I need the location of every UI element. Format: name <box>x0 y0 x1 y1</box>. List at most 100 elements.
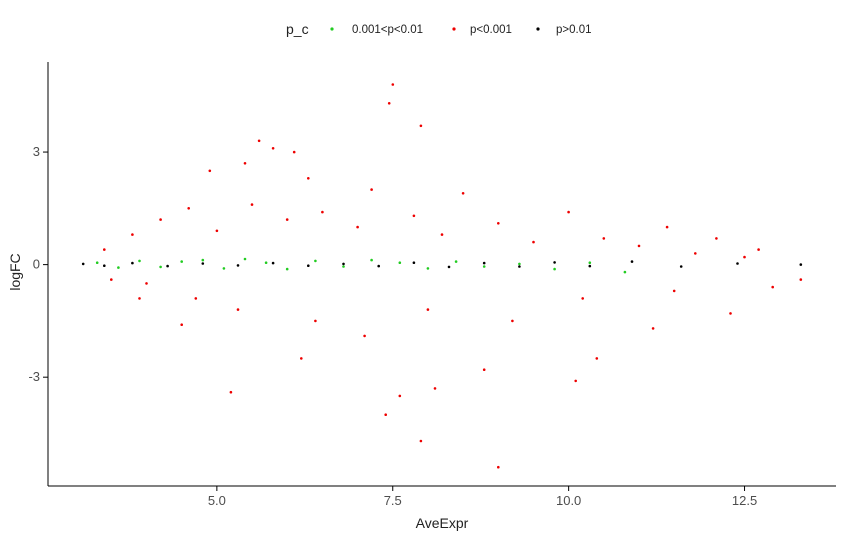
point-series-0-6 <box>222 267 226 270</box>
point-series-1-16 <box>729 312 732 315</box>
point-series-1-52 <box>363 334 366 338</box>
point-series-1-19 <box>574 379 577 383</box>
point-series-1-8 <box>307 177 310 180</box>
point-series-2-16 <box>630 260 634 263</box>
point-series-1-56 <box>672 289 676 293</box>
point-series-0-3 <box>159 265 162 269</box>
point-series-1-5 <box>292 150 296 154</box>
point-series-1-57 <box>771 285 774 289</box>
point-series-0-4 <box>180 260 183 263</box>
point-series-2-13 <box>518 265 521 268</box>
point-series-0-9 <box>285 267 289 271</box>
point-series-2-8 <box>342 262 345 266</box>
point-series-1-50 <box>236 308 240 311</box>
point-series-1-23 <box>384 413 388 417</box>
legend-title: p_c <box>286 21 309 37</box>
point-series-0-2 <box>138 259 141 263</box>
point-series-0-19 <box>588 261 592 265</box>
point-series-0-0 <box>95 261 99 265</box>
point-series-0-11 <box>342 265 345 268</box>
point-series-1-54 <box>511 319 514 323</box>
point-series-1-38 <box>321 210 324 214</box>
y-tick-label-0: 3 <box>33 144 40 159</box>
point-series-2-17 <box>679 265 683 268</box>
point-series-2-7 <box>307 264 310 268</box>
point-series-2-5 <box>236 264 240 267</box>
point-series-1-11 <box>567 210 570 214</box>
point-series-2-9 <box>377 264 381 268</box>
legend-swatch-mid-p <box>330 27 334 31</box>
point-series-0-1 <box>117 266 120 269</box>
point-series-2-10 <box>412 261 416 265</box>
point-series-1-32 <box>131 233 134 236</box>
point-series-1-12 <box>665 225 669 229</box>
point-series-1-7 <box>208 169 212 173</box>
legend-label-high-p: p>0.01 <box>556 24 592 36</box>
point-series-1-55 <box>581 297 584 300</box>
legend-label-mid-p: 0.001<p<0.01 <box>352 24 423 36</box>
point-series-1-24 <box>419 439 423 443</box>
point-series-1-17 <box>651 327 655 330</box>
point-series-1-45 <box>637 244 641 248</box>
point-series-2-2 <box>131 261 134 265</box>
point-series-0-16 <box>482 265 486 268</box>
point-series-0-12 <box>370 258 373 262</box>
point-series-1-9 <box>370 188 373 191</box>
point-series-1-10 <box>461 192 465 195</box>
point-series-1-53 <box>426 308 430 311</box>
point-series-1-46 <box>694 252 697 255</box>
y-axis-ticks: 3 0 -3 <box>28 144 48 384</box>
point-series-1-3 <box>257 139 261 143</box>
point-series-1-25 <box>497 465 500 469</box>
legend-swatch-low-p <box>452 27 456 31</box>
legend-swatch-high-p <box>536 27 540 31</box>
point-series-1-35 <box>215 229 219 233</box>
point-series-1-33 <box>159 218 162 221</box>
point-series-1-13 <box>715 237 718 240</box>
point-series-1-41 <box>440 233 444 236</box>
x-axis-ticks: 5.0 7.5 10.0 12.5 <box>208 486 757 508</box>
point-series-2-1 <box>103 264 106 268</box>
point-series-1-4 <box>271 147 275 150</box>
x-axis-title: AveExpr <box>416 515 469 531</box>
point-series-0-17 <box>518 262 521 266</box>
y-tick-label-1: 0 <box>33 257 40 272</box>
point-series-0-8 <box>264 261 268 265</box>
point-series-1-15 <box>799 278 803 281</box>
point-series-1-0 <box>391 83 395 86</box>
point-series-1-22 <box>398 394 402 398</box>
point-series-0-18 <box>553 267 556 271</box>
point-series-1-29 <box>138 297 141 300</box>
x-tick-label-3: 12.5 <box>732 493 757 508</box>
point-series-1-42 <box>497 222 500 225</box>
point-series-1-49 <box>194 297 198 300</box>
point-series-1-39 <box>356 225 359 229</box>
point-series-2-14 <box>553 261 556 264</box>
y-tick-label-2: -3 <box>28 369 40 384</box>
point-series-2-4 <box>201 262 205 265</box>
point-series-1-47 <box>743 255 746 259</box>
point-series-1-26 <box>300 357 303 360</box>
point-series-2-3 <box>166 264 169 268</box>
point-series-1-14 <box>757 248 760 251</box>
point-series-1-51 <box>314 319 317 323</box>
point-series-2-15 <box>588 264 592 268</box>
point-series-1-48 <box>145 282 148 285</box>
point-series-1-44 <box>602 237 606 240</box>
point-series-2-11 <box>447 265 451 269</box>
x-tick-label-0: 5.0 <box>208 493 226 508</box>
point-series-2-18 <box>736 262 739 265</box>
y-axis-title: logFC <box>7 253 23 290</box>
point-series-1-28 <box>180 323 183 327</box>
point-series-1-2 <box>419 124 423 128</box>
legend-label-low-p: p<0.001 <box>470 24 512 36</box>
point-series-1-27 <box>229 390 233 394</box>
point-series-1-31 <box>103 248 106 251</box>
point-series-1-1 <box>387 102 391 105</box>
point-series-1-18 <box>595 357 599 360</box>
point-series-1-30 <box>110 278 113 281</box>
point-series-2-12 <box>482 261 486 265</box>
point-series-1-37 <box>285 218 289 221</box>
point-series-1-20 <box>482 368 486 372</box>
